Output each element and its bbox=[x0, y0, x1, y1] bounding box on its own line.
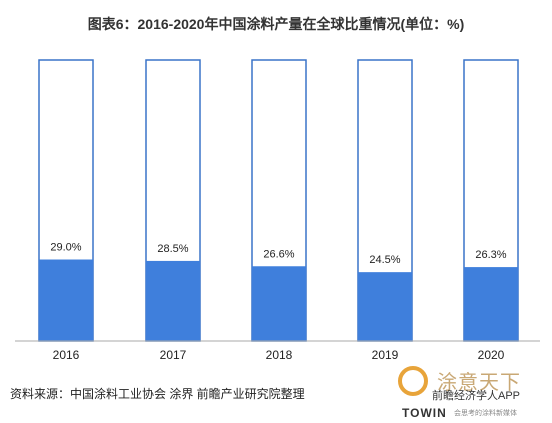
bar-share-2019 bbox=[358, 272, 412, 341]
x-tick-labels: 2016 2017 2018 2019 2020 bbox=[53, 348, 505, 362]
brand-name-en: TOWIN bbox=[402, 406, 447, 420]
x-tick-label-2017: 2017 bbox=[160, 348, 187, 362]
x-tick-label-2020: 2020 bbox=[478, 348, 505, 362]
bar-share-2020 bbox=[464, 267, 518, 341]
brand-name-cn: 涂意天下 bbox=[437, 370, 521, 394]
brand-watermark: 涂意天下 前瞻经济学人APP TOWIN 会思考的涂料新媒体 bbox=[392, 362, 552, 423]
source-note: 资料来源：中国涂料工业协会 涂界 前瞻产业研究院整理 bbox=[10, 387, 305, 401]
brand-app-label: 前瞻经济学人APP bbox=[432, 390, 521, 402]
value-label-2018: 26.6% bbox=[263, 248, 294, 260]
bars-group: 29.0% 28.5% 26.6% 24.5% 26.3% bbox=[38, 59, 519, 342]
bar-share-2018 bbox=[252, 266, 306, 341]
value-label-2019: 24.5% bbox=[369, 254, 400, 266]
value-label-2020: 26.3% bbox=[475, 249, 506, 261]
brand-tagline: 会思考的涂料新媒体 bbox=[454, 410, 517, 417]
chart-title: 图表6：2016-2020年中国涂料产量在全球比重情况(单位：%) bbox=[87, 16, 465, 32]
value-label-2017: 28.5% bbox=[157, 243, 188, 255]
bar-share-2016 bbox=[39, 259, 93, 341]
bar-share-2017 bbox=[146, 260, 200, 341]
x-tick-label-2018: 2018 bbox=[266, 348, 293, 362]
value-label-2016: 29.0% bbox=[50, 242, 81, 254]
x-tick-label-2019: 2019 bbox=[372, 348, 399, 362]
towin-logo-icon bbox=[398, 366, 428, 396]
x-tick-label-2016: 2016 bbox=[53, 348, 80, 362]
